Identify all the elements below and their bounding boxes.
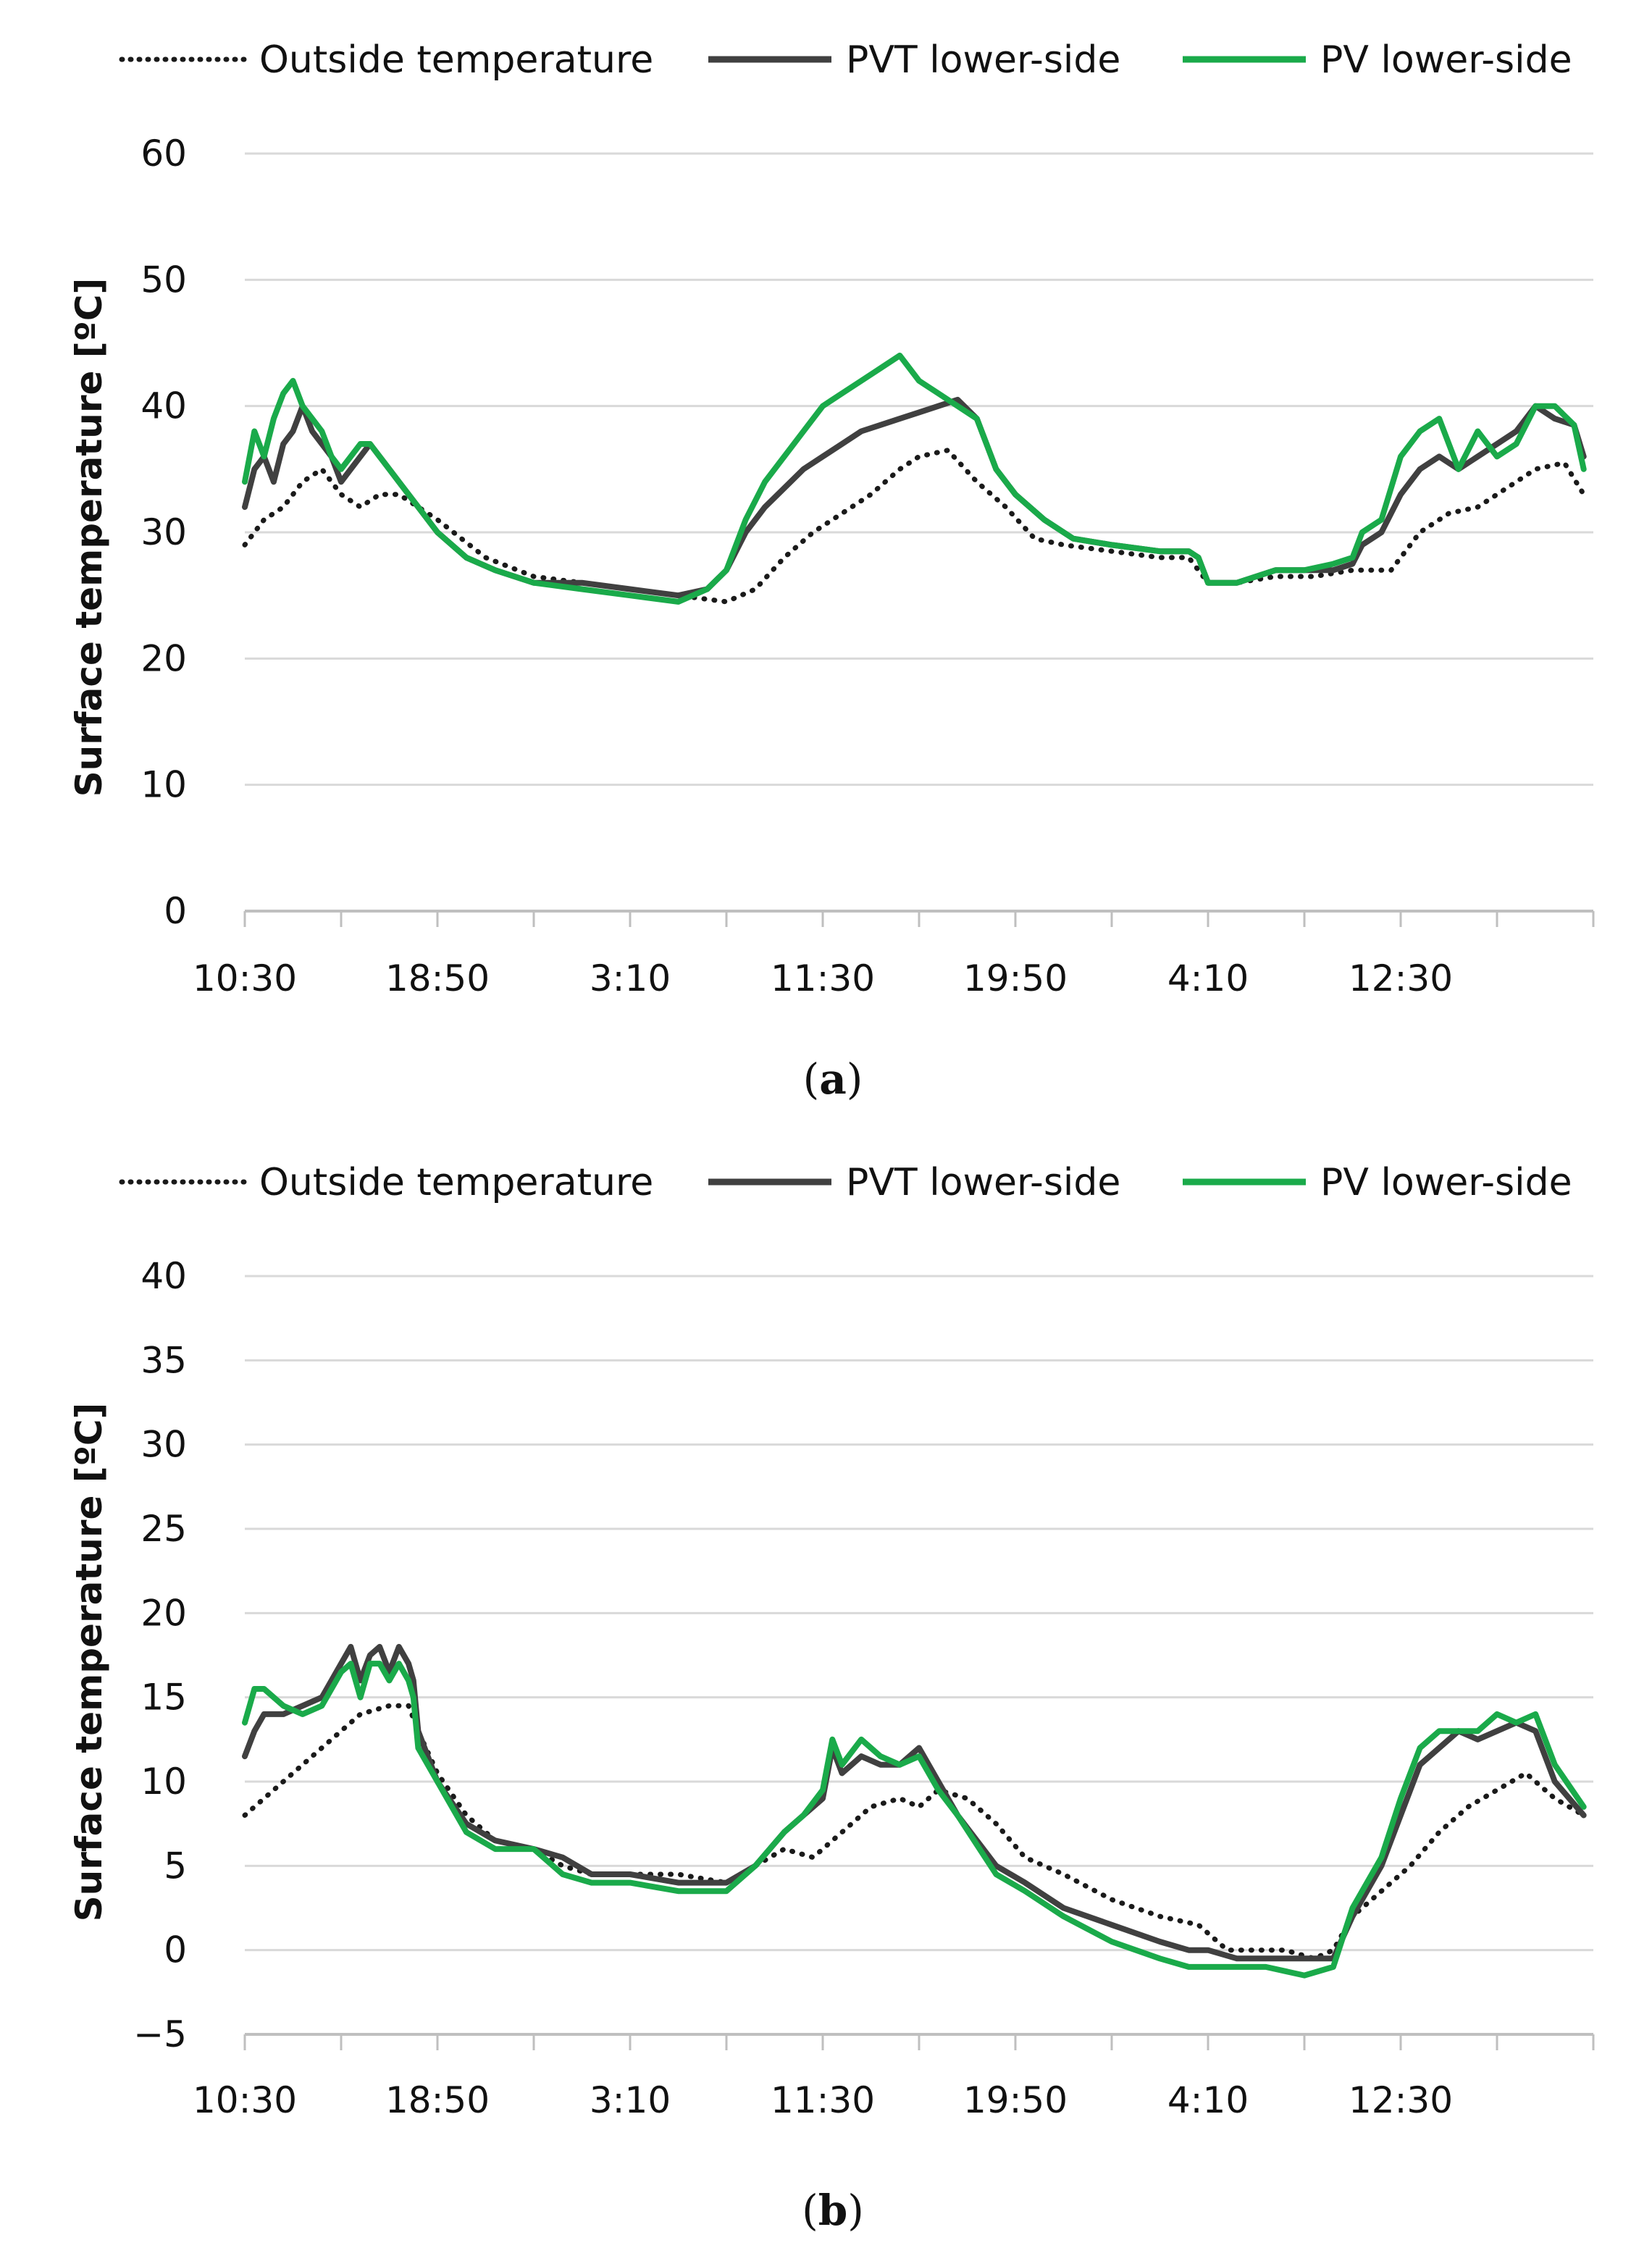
x-tick-label: 19:50 (963, 957, 1068, 999)
gridlines-a (245, 152, 1593, 913)
y-tick-label: 0 (164, 1929, 187, 1971)
y-tick-labels-a: 0 10 20 30 40 50 60 (141, 133, 187, 932)
y-tick-label: 40 (141, 1255, 187, 1297)
x-tick-label: 10:30 (193, 957, 297, 999)
legend-label-pvt-lower-side: PVT lower-side (846, 38, 1120, 82)
y-tick-label: 15 (141, 1677, 187, 1719)
series-line-outside-temperature (242, 448, 1587, 605)
x-tick-labels-b: 10:30 18:50 3:10 11:30 19:50 4:10 12:30 (193, 2079, 1453, 2121)
chart-panel-a: Outside temperature PVT lower-side PV lo… (68, 38, 1595, 1104)
y-tick-labels-b: −5 0 5 10 15 20 25 30 35 40 (133, 1255, 187, 2055)
caption-letter-b: b (818, 2186, 848, 2235)
y-tick-label: 30 (141, 1424, 187, 1466)
x-tick-label: 3:10 (590, 957, 671, 999)
y-tick-label: 50 (141, 259, 187, 301)
x-axis-a (243, 911, 1595, 927)
caption-b: (b) (802, 2186, 864, 2235)
x-tick-labels-a: 10:30 18:50 3:10 11:30 19:50 4:10 12:30 (193, 957, 1453, 999)
caption-a: (a) (803, 1054, 863, 1104)
series-line-outside-temperature (242, 1703, 1587, 1961)
gridlines-b (245, 1275, 1593, 2036)
legend-label-pv-lower-side: PV lower-side (1320, 1161, 1572, 1204)
x-tick-label: 4:10 (1167, 957, 1249, 999)
y-tick-label: 35 (141, 1339, 187, 1381)
y-tick-label: −5 (133, 2013, 187, 2055)
x-tick-label: 11:30 (771, 957, 875, 999)
y-tick-label: 30 (141, 511, 187, 553)
y-tick-label: 25 (141, 1508, 187, 1550)
x-tick-label: 12:30 (1349, 2079, 1453, 2121)
x-axis-b (243, 2034, 1595, 2050)
series-line-pv-lower-side (242, 1661, 1587, 1979)
x-tick-label: 18:50 (385, 957, 490, 999)
series-line-pvt-lower-side (242, 396, 1587, 599)
y-tick-label: 60 (141, 133, 187, 175)
legend-a: Outside temperature PVT lower-side PV lo… (119, 38, 1572, 82)
series-lines-a (242, 352, 1587, 605)
x-tick-label: 10:30 (193, 2079, 297, 2121)
legend-b: Outside temperature PVT lower-side PV lo… (119, 1161, 1572, 1204)
x-tick-label: 11:30 (771, 2079, 875, 2121)
x-tick-label: 19:50 (963, 2079, 1068, 2121)
y-tick-label: 10 (141, 764, 187, 806)
series-line-pv-lower-side (242, 352, 1587, 605)
y-tick-label: 20 (141, 637, 187, 679)
legend-label-pv-lower-side: PV lower-side (1320, 38, 1572, 82)
caption-letter-a: a (819, 1054, 847, 1104)
legend-label-outside-temperature: Outside temperature (259, 38, 653, 82)
legend-label-outside-temperature: Outside temperature (259, 1161, 653, 1204)
series-line-pvt-lower-side (242, 1643, 1587, 1962)
series-lines-b (242, 1643, 1587, 1979)
y-tick-label: 0 (164, 890, 187, 932)
x-tick-label: 4:10 (1167, 2079, 1249, 2121)
x-tick-label: 18:50 (385, 2079, 490, 2121)
legend-label-pvt-lower-side: PVT lower-side (846, 1161, 1120, 1204)
x-tick-label: 12:30 (1349, 957, 1453, 999)
y-tick-label: 10 (141, 1761, 187, 1803)
y-tick-label: 40 (141, 385, 187, 427)
y-tick-label: 5 (164, 1845, 187, 1887)
y-tick-label: 20 (141, 1592, 187, 1634)
y-axis-label-b: Surface temperature [ºC] (68, 1403, 110, 1922)
x-tick-label: 3:10 (590, 2079, 671, 2121)
chart-panel-b: Outside temperature PVT lower-side PV lo… (68, 1161, 1595, 2235)
y-axis-label-a: Surface temperature [ºC] (68, 278, 110, 797)
